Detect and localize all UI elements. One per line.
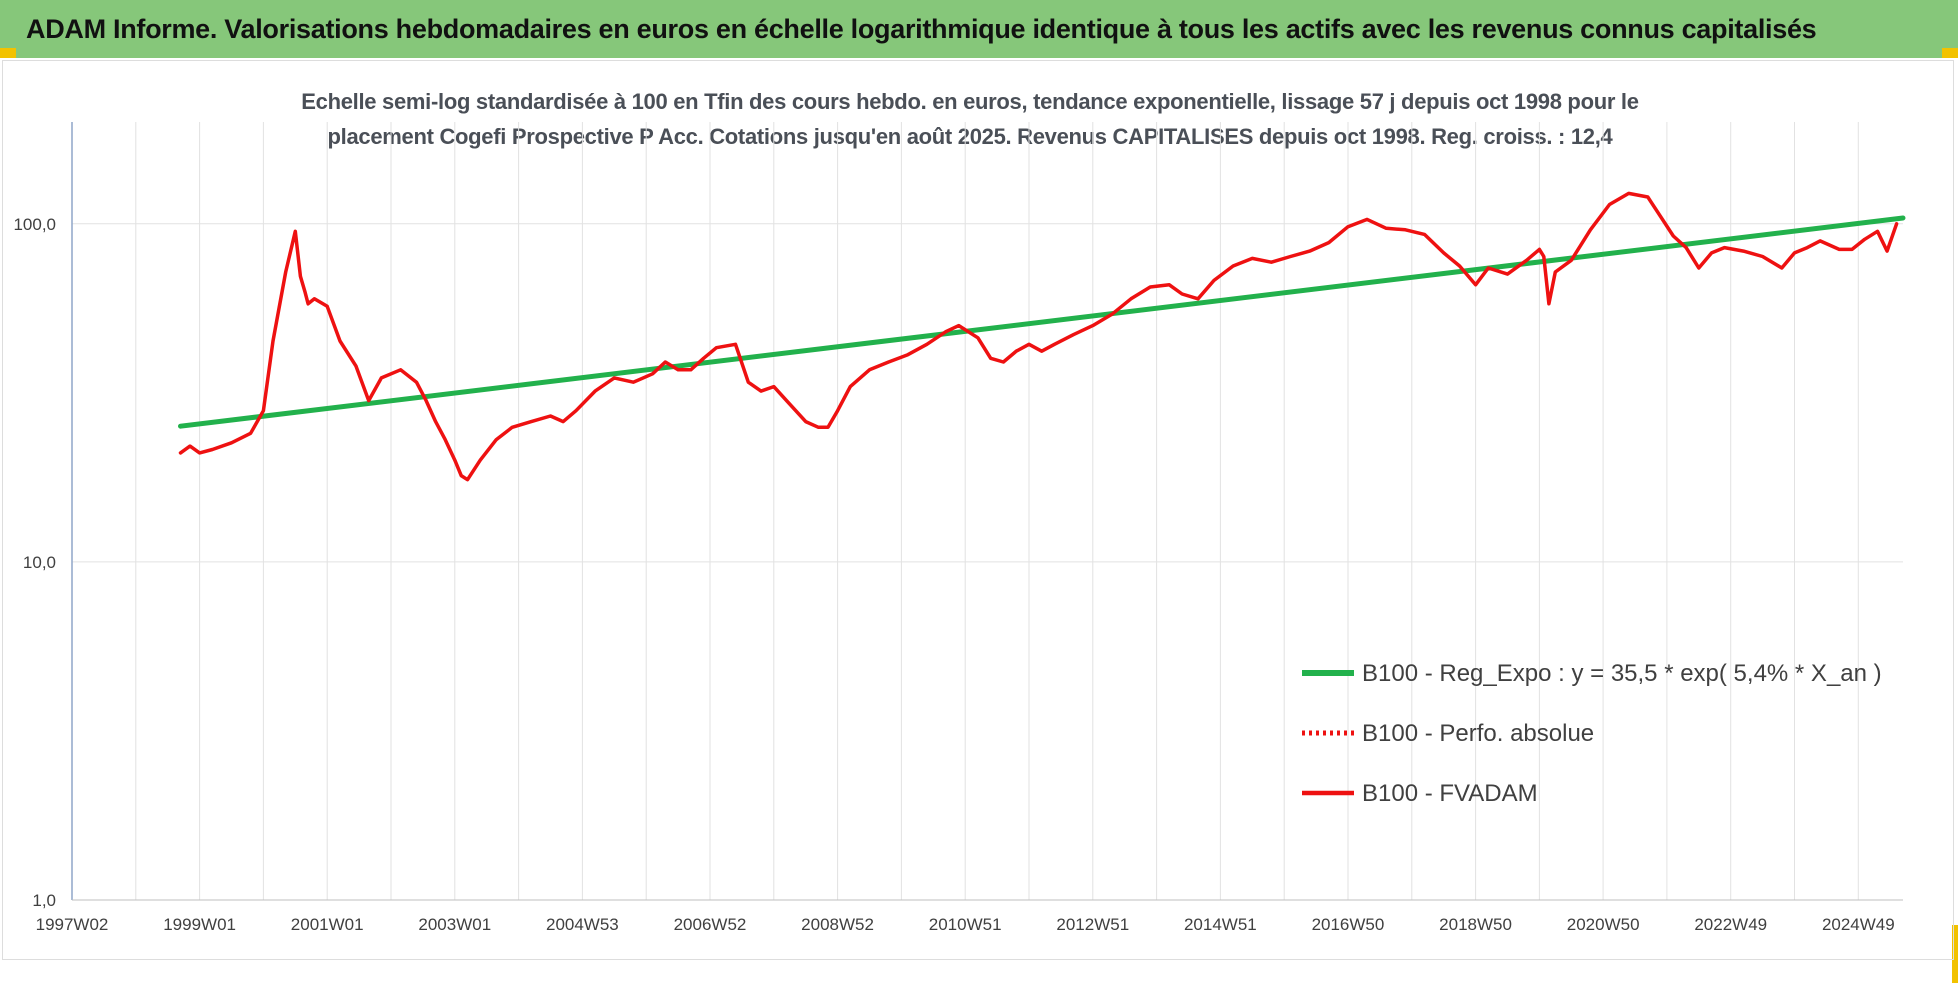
- chart-title-line-1: Echelle semi-log standardisée à 100 en T…: [301, 89, 1639, 114]
- grid-lines: [71, 122, 1903, 901]
- x-tick-label: 2001W01: [291, 915, 364, 934]
- x-tick-label: 1997W02: [36, 915, 109, 934]
- legend-label-1: B100 - Reg_Expo : y = 35,5 * exp( 5,4% *…: [1362, 660, 1882, 687]
- chart-frame: [2, 60, 1954, 960]
- chart-title: Echelle semi-log standardisée à 100 en T…: [230, 84, 1710, 154]
- chart-title-line-2: placement Cogefi Prospective P Acc. Cota…: [327, 124, 1613, 149]
- x-tick-label: 2018W50: [1439, 915, 1512, 934]
- x-tick-label: 2004W53: [546, 915, 619, 934]
- x-tick-label: 2010W51: [929, 915, 1002, 934]
- x-tick-label: 2024W49: [1822, 915, 1895, 934]
- axes: [71, 122, 1903, 901]
- x-tick-label: 2006W52: [674, 915, 747, 934]
- y-tick-label: 10,0: [23, 553, 56, 572]
- x-tick-label: 2014W51: [1184, 915, 1257, 934]
- y-tick-label: 100,0: [13, 215, 56, 234]
- header-banner: ADAM Informe. Valorisations hebdomadaire…: [0, 0, 1958, 58]
- legend-label-2: B100 - Perfo. absolue: [1362, 720, 1594, 747]
- report-title: ADAM Informe. Valorisations hebdomadaire…: [26, 13, 1817, 44]
- x-tick-label: 2020W50: [1567, 915, 1640, 934]
- x-tick-label: 2022W49: [1694, 915, 1767, 934]
- x-tick-label: 2012W51: [1056, 915, 1129, 934]
- series-line-3: [178, 191, 1899, 482]
- corner-marker-top-left: [0, 48, 16, 58]
- legend-label-3: B100 - FVADAM: [1362, 780, 1538, 807]
- series-lines: [178, 191, 1906, 482]
- corner-marker-bottom-right: [1952, 925, 1958, 983]
- x-tick-label: 1999W01: [163, 915, 236, 934]
- x-tick-label: 2008W52: [801, 915, 874, 934]
- tick-labels: 1,0 10,0 100,0 1997W02 1999W01 2001W01 2003W01…: [13, 215, 1894, 934]
- legend: B100 - Reg_Expo : y = 35,5 * exp( 5,4% *…: [1302, 660, 1882, 807]
- y-tick-label: 1,0: [32, 891, 56, 910]
- corner-marker-top-right: [1942, 48, 1958, 58]
- series-line-1: [178, 215, 1906, 429]
- x-tick-label: 2016W50: [1312, 915, 1385, 934]
- x-tick-label: 2003W01: [418, 915, 491, 934]
